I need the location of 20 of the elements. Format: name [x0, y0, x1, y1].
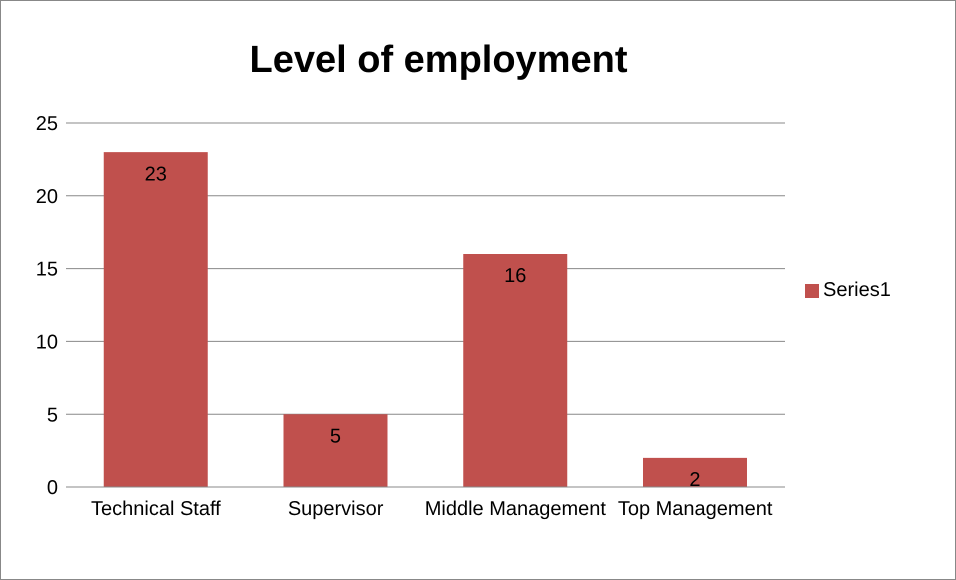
x-tick-label: Supervisor: [288, 498, 384, 520]
y-tick-label: 25: [36, 113, 58, 136]
x-tick-label: Top Management: [618, 498, 773, 520]
bar: [284, 414, 388, 487]
data-label: 2: [689, 469, 701, 492]
data-label: 5: [330, 425, 342, 448]
bar: [642, 458, 747, 487]
x-tick-label: Middle Management: [424, 498, 606, 520]
y-tick-label: 20: [36, 186, 58, 208]
y-tick-label: 0: [46, 477, 58, 500]
bar: [104, 152, 208, 487]
data-label: 16: [504, 265, 526, 288]
chart-title: Level of employment: [248, 39, 628, 82]
data-label: 23: [144, 163, 167, 186]
x-tick-label: Technical Staff: [91, 498, 222, 520]
legend-label: Series1: [823, 278, 891, 300]
y-tick-label: 15: [36, 258, 58, 281]
y-tick-label: 5: [46, 404, 58, 426]
bar: [463, 254, 568, 487]
y-tick-label: 10: [36, 332, 58, 354]
